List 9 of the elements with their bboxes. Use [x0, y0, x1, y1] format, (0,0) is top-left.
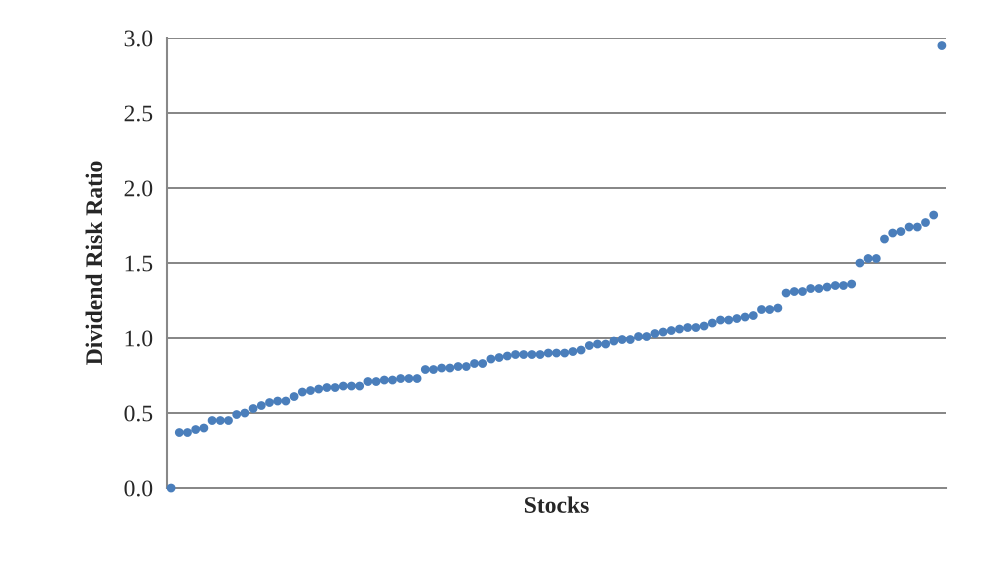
y-tick-label: 2.0: [124, 180, 152, 197]
y-tick-label: 2.5: [124, 106, 152, 122]
y-tick-label: 0.5: [124, 405, 152, 422]
x-axis-title: Stocks: [524, 496, 589, 513]
y-tick-label: 1.5: [126, 256, 152, 272]
y-axis-title: Dividend Risk Ratio: [86, 162, 102, 365]
y-tick-label: 0.0: [124, 480, 152, 497]
y-tick-label: 3.0: [124, 30, 152, 47]
y-tick-label: 1.0: [126, 330, 152, 347]
